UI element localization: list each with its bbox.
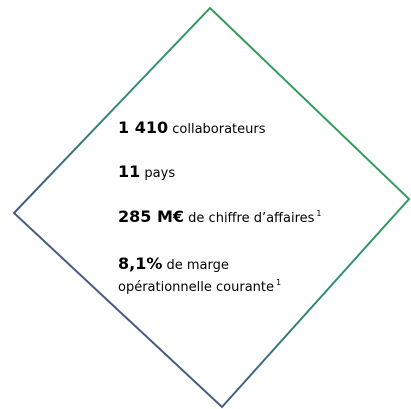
stat-text: de chiffre d’affaires [188, 211, 315, 226]
stat: 11 pays [118, 162, 175, 181]
stat: 285 M€ de chiffre d’affaires 1 [118, 207, 322, 226]
diamond [12, 6, 411, 409]
stat-text: pays [144, 166, 176, 181]
stat-value: 8,1% [118, 254, 163, 273]
stat-text: collaborateurs [172, 122, 266, 137]
stat: 1 410 collaborateurs [118, 118, 266, 137]
stat-value: 285 M€ [118, 207, 185, 226]
stat-value: 1 410 [118, 118, 169, 137]
stat-text: de marge [166, 258, 229, 273]
footnote-mark: 1 [316, 209, 322, 218]
stat-text: opérationnelle courante [118, 280, 274, 295]
stat: 8,1% de marge opérationnelle courante 1 [118, 255, 281, 296]
stat-value: 11 [118, 162, 141, 181]
footnote-mark: 1 [276, 278, 282, 287]
